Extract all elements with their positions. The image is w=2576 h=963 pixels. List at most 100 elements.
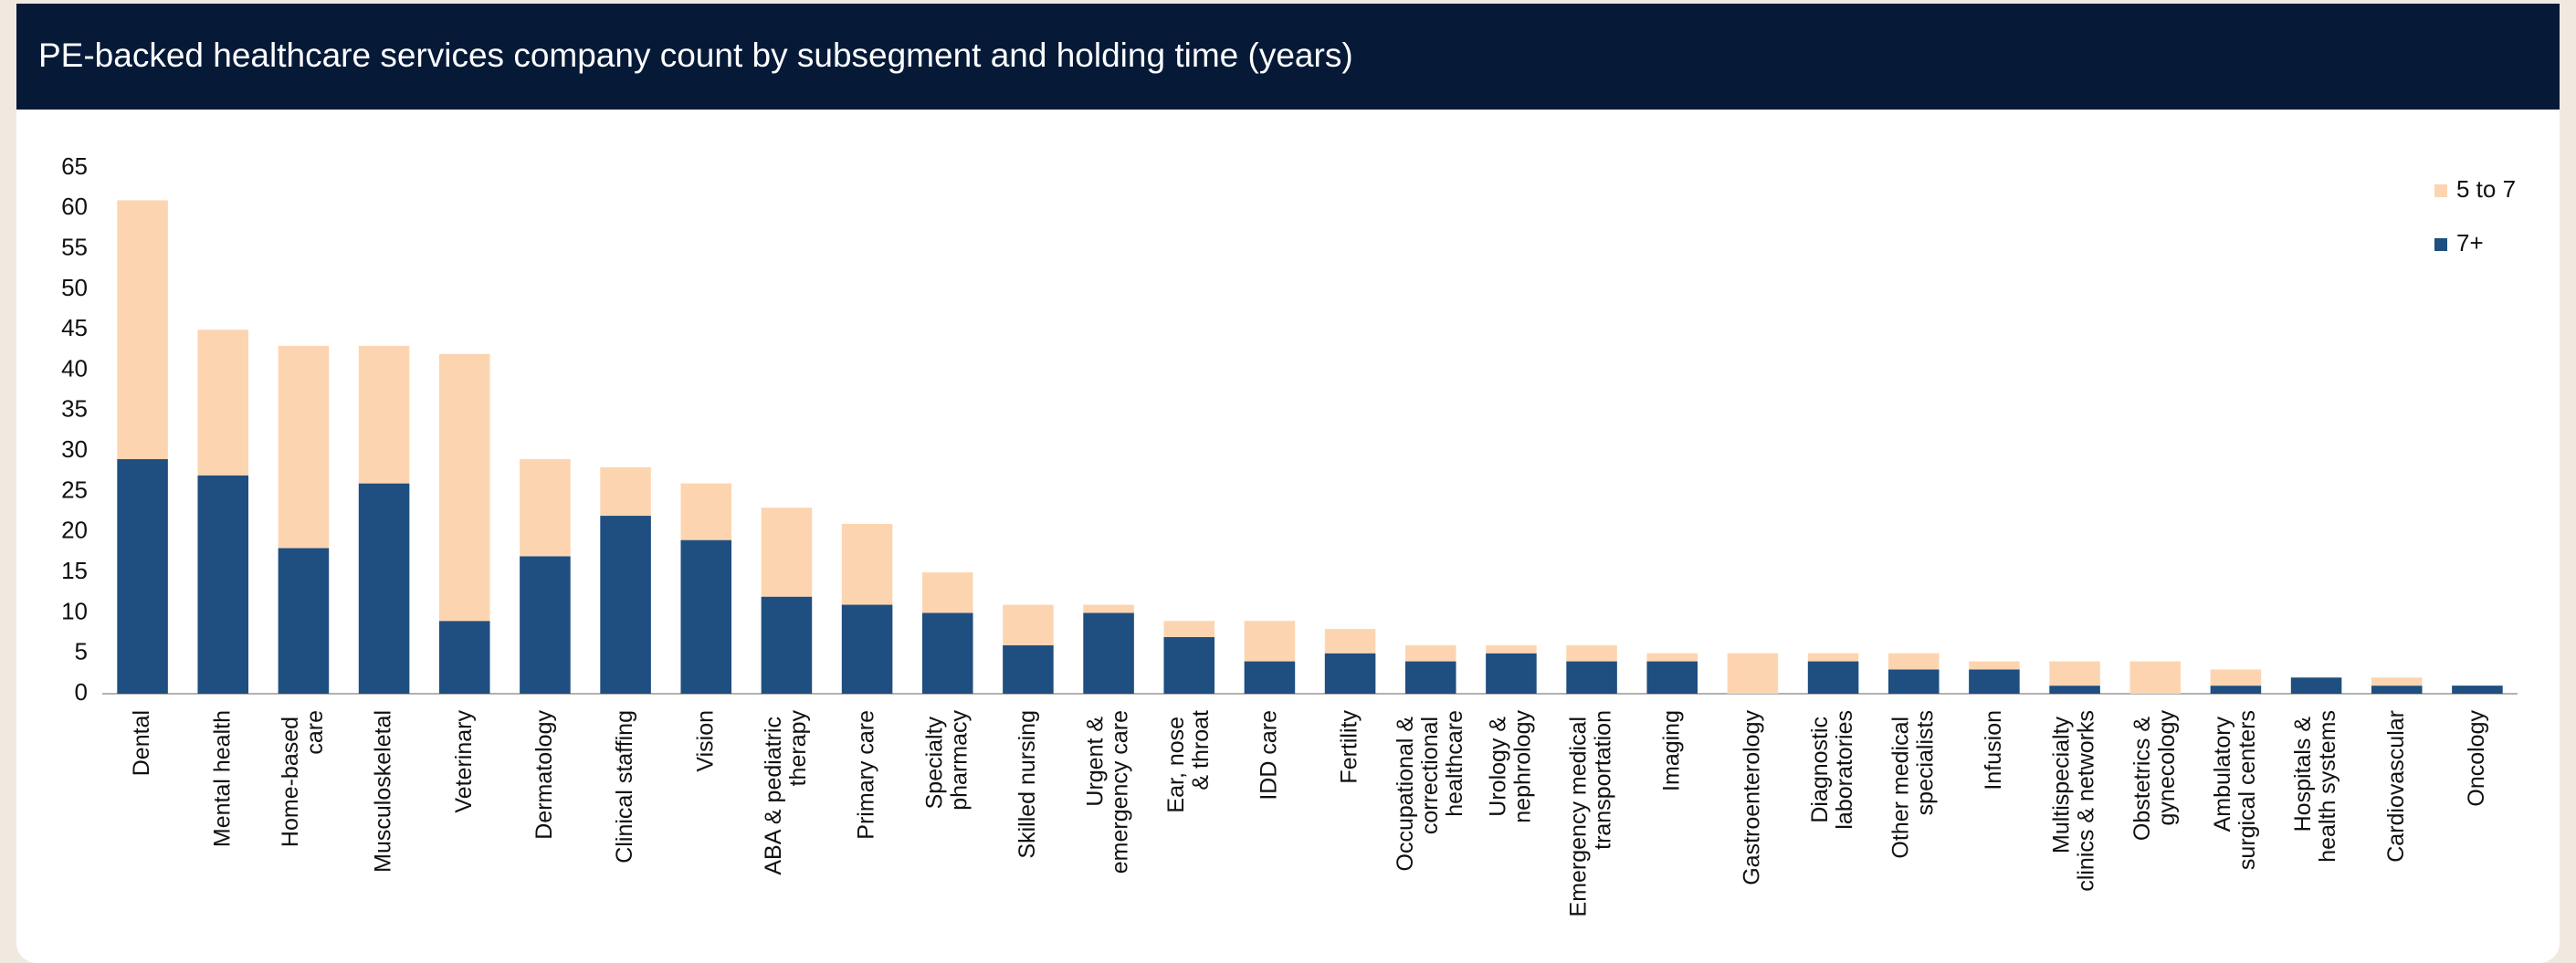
label-line: ABA & pediatric: [761, 710, 786, 875]
bar-segment: [2290, 677, 2342, 694]
label-line: health systems: [2315, 710, 2340, 863]
bar-segment: [1163, 621, 1215, 637]
x-tick-label: Emergency medical transportation: [1565, 710, 1615, 916]
bar-segment: [2129, 661, 2182, 694]
x-tick-label: Occupational & correctional healthcare: [1392, 710, 1467, 872]
label-line: healthcare: [1441, 710, 1467, 817]
bar-segment: [1646, 653, 1698, 662]
y-tick-label: 25: [61, 476, 88, 503]
bar-segment: [1646, 661, 1698, 694]
label-line: care: [302, 710, 328, 755]
bar-segment: [358, 345, 410, 484]
bar-segment: [1807, 661, 1859, 694]
y-tick-label: 45: [61, 314, 88, 341]
x-tick-label: Ambulatory surgical centers: [2210, 710, 2260, 870]
bar-segment: [2210, 686, 2262, 694]
bar-segment: [1083, 604, 1134, 613]
bar-segment: [2049, 686, 2100, 694]
x-tick-label: Diagnostic laboratories: [1807, 710, 1857, 830]
x-tick-label: Cardiovascular: [2382, 710, 2408, 863]
label-line: Clinical staffing: [612, 710, 637, 864]
y-tick-label: 30: [61, 435, 88, 463]
label-line: Vision: [692, 710, 718, 772]
label-line: Cardiovascular: [2382, 710, 2408, 863]
x-tick-label: Hospitals & health systems: [2290, 710, 2340, 863]
bar-segment: [1003, 604, 1054, 645]
label-line: transportation: [1590, 710, 1615, 850]
bar-segment: [1404, 661, 1456, 694]
bar-segment: [2452, 686, 2503, 694]
y-tick-label: 35: [61, 395, 88, 423]
x-tick-label: Primary care: [853, 710, 878, 840]
y-tick-label: 10: [61, 597, 88, 624]
bar-segment: [841, 523, 893, 605]
legend-label: 5 to 7: [2456, 175, 2516, 203]
bar-segment: [1969, 669, 2020, 694]
y-tick-label: 60: [61, 193, 88, 220]
label-line: Specialty: [921, 710, 947, 809]
x-tick-label: Multispecialty clinics & networks: [2048, 710, 2098, 892]
bar-segment: [680, 539, 732, 694]
bar-segment: [520, 556, 571, 694]
bar-segment: [438, 621, 490, 694]
x-tick-label: Veterinary: [450, 710, 476, 813]
bar-segment: [1807, 653, 1859, 662]
y-tick-label: 65: [61, 152, 88, 180]
label-line: Obstetrics &: [2129, 710, 2154, 841]
bar-segment: [761, 508, 813, 597]
bar-segment: [1404, 644, 1456, 662]
x-tick-label: Other medical specialists: [1887, 710, 1938, 859]
bar-segment: [2371, 686, 2423, 694]
legend-swatch: [2434, 238, 2447, 251]
bar-segment: [197, 330, 249, 476]
x-tick-label: Oncology: [2464, 710, 2489, 807]
bar-segment: [1566, 661, 1617, 694]
bar-segment: [1887, 653, 1940, 670]
bar-segment: [358, 483, 410, 694]
bar-segment: [1566, 644, 1617, 662]
bar-segment: [1003, 644, 1054, 694]
label-line: pharmacy: [946, 710, 972, 811]
label-line: Dermatology: [531, 710, 557, 840]
label-line: Mental health: [209, 710, 235, 847]
x-tick-label: Skilled nursing: [1015, 710, 1040, 859]
y-tick-label: 5: [75, 638, 88, 665]
bar-segment: [1244, 621, 1296, 662]
legend-label: 7+: [2456, 229, 2484, 256]
label-line: Veterinary: [450, 710, 476, 813]
bar-segment: [761, 596, 813, 694]
label-line: specialists: [1912, 710, 1938, 815]
header: [16, 4, 2560, 110]
y-tick-label: 50: [61, 274, 88, 301]
bar-segment: [1887, 669, 1940, 694]
label-line: Multispecialty: [2048, 710, 2074, 853]
chart-title: PE-backed healthcare services company co…: [38, 37, 1353, 74]
bar-segment: [2210, 669, 2262, 686]
label-line: Home-based: [278, 710, 303, 847]
x-tick-label: Ear, nose & throat: [1162, 710, 1213, 813]
y-tick-label: 20: [61, 517, 88, 544]
bar-segment: [1324, 653, 1376, 694]
label-line: & throat: [1187, 710, 1213, 790]
bar-segment: [1969, 661, 2020, 670]
label-line: emergency care: [1107, 710, 1132, 874]
label-line: Diagnostic: [1807, 710, 1833, 823]
bar-segment: [1727, 653, 1779, 694]
label-line: nephrology: [1509, 710, 1535, 823]
label-line: gynecology: [2153, 710, 2179, 826]
label-line: IDD care: [1256, 710, 1281, 801]
label-line: Hospitals &: [2290, 710, 2316, 832]
label-line: correctional: [1416, 710, 1442, 834]
bar-segment: [438, 353, 490, 622]
label-line: Dental: [129, 710, 154, 776]
bar-segment: [1083, 612, 1134, 694]
y-tick-label: 15: [61, 557, 88, 584]
label-line: Imaging: [1658, 710, 1684, 791]
bar-segment: [841, 604, 893, 694]
y-tick-label: 0: [75, 678, 88, 706]
x-tick-label: Mental health: [209, 710, 235, 847]
x-tick-label: Imaging: [1658, 710, 1684, 791]
x-tick-label: Fertility: [1336, 710, 1362, 784]
